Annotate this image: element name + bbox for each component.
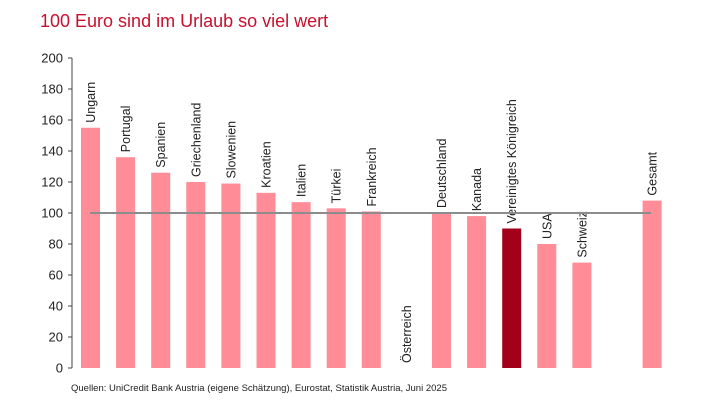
bar: [502, 228, 522, 368]
bar: [361, 211, 381, 368]
y-axis: 0 20 40 60 80 100 120 140 160 180 200: [41, 51, 73, 376]
source-note: Quellen: UniCredit Bank Austria (eigene …: [71, 383, 447, 394]
y-tick-label: 80: [49, 237, 63, 252]
chart-title: 100 Euro sind im Urlaub so viel wert: [40, 11, 329, 31]
bar-label: Türkei: [330, 169, 344, 204]
bar: [221, 183, 241, 368]
bar-label: Frankreich: [365, 147, 379, 206]
y-tick-label: 60: [49, 268, 63, 283]
bar-label: USA: [540, 213, 554, 239]
bar: [291, 202, 311, 368]
bar-label: Portugal: [119, 106, 133, 153]
bar: [642, 200, 662, 368]
bar-label: Gesamt: [646, 151, 660, 195]
y-tick-label: 0: [56, 361, 63, 376]
bar: [572, 262, 592, 368]
bar-label: Deutschland: [435, 138, 449, 208]
bar-label: Vereinigtes Königreich: [505, 99, 519, 223]
bar-labels: Ungarn Portugal Spanien Griechenland Sloweni…: [84, 82, 660, 363]
bar-label: Spanien: [154, 122, 168, 168]
y-tick-label: 200: [41, 51, 63, 66]
bars: [81, 127, 662, 368]
bar: [467, 216, 487, 368]
y-tick-label: 160: [41, 113, 63, 128]
bar: [326, 208, 346, 368]
bar-label: Kroatien: [260, 141, 274, 188]
bar-label: Slowenien: [224, 121, 238, 179]
bar-label: Österreich: [400, 305, 414, 363]
bar: [186, 182, 206, 368]
bar-label: Griechenland: [189, 103, 203, 177]
y-tick-label: 120: [41, 175, 63, 190]
bar: [81, 127, 100, 368]
bar: [432, 213, 451, 368]
y-tick-label: 100: [41, 206, 63, 221]
y-tick-label: 40: [49, 299, 63, 314]
bar-label: Italien: [295, 164, 309, 197]
bar: [537, 244, 557, 368]
y-tick-label: 20: [49, 330, 63, 345]
bar: [256, 192, 276, 368]
bar-label: Ungarn: [84, 82, 98, 123]
y-tick-label: 180: [41, 82, 63, 97]
bar: [116, 157, 136, 368]
bar: [151, 172, 171, 368]
y-tick-label: 140: [41, 144, 63, 159]
bar-label: Schweiz: [575, 211, 589, 258]
bar-label: Kanada: [470, 168, 484, 211]
